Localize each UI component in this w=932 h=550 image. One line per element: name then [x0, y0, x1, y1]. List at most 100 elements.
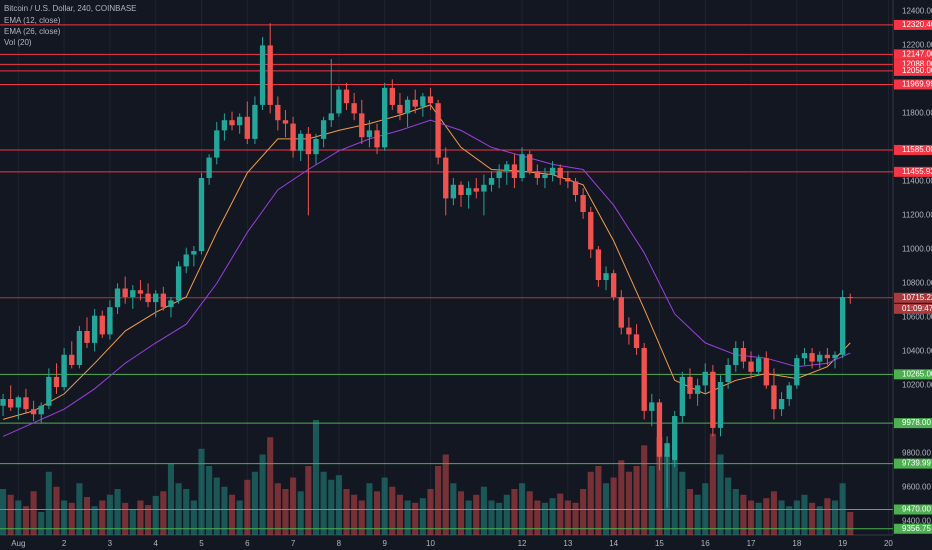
- volume-bar: [641, 445, 648, 535]
- y-tick-label: 10400.00: [902, 347, 932, 356]
- volume-bar: [496, 502, 503, 535]
- candle-body: [244, 116, 250, 139]
- candle-body: [145, 293, 151, 303]
- candle-body: [763, 358, 769, 386]
- volume-bar: [83, 497, 91, 535]
- x-tick-label: 5: [199, 539, 204, 548]
- ema-line: [2, 119, 851, 437]
- candle-body: [580, 194, 586, 212]
- volume-bar: [190, 500, 197, 535]
- volume-bar: [236, 500, 243, 535]
- candle-body: [435, 103, 441, 158]
- volume-bar: [580, 489, 587, 535]
- level-label: 11969.99: [902, 80, 932, 89]
- candle-body: [450, 184, 457, 199]
- volume-bar: [778, 500, 785, 535]
- candle-body: [420, 96, 426, 107]
- level-label: 12147.00: [902, 50, 932, 59]
- volume-bar: [328, 479, 335, 535]
- x-tick-label: 15: [655, 539, 664, 548]
- candle-body: [305, 133, 312, 155]
- level-label-box: [894, 19, 932, 30]
- candle-body: [733, 347, 739, 365]
- y-tick-label: 11800.00: [902, 109, 932, 118]
- volume-bar: [526, 491, 533, 535]
- candle-body: [206, 157, 212, 178]
- legend: Bitcoin / U.S. Dollar, 240, COINBASE EMA …: [4, 4, 137, 47]
- y-tick-label: 10200.00: [902, 381, 932, 390]
- x-tick-label: 4: [153, 539, 158, 548]
- volume-bar: [244, 479, 251, 535]
- volume-bar: [152, 495, 159, 535]
- candle-body: [603, 273, 609, 280]
- y-tick-label: 9800.00: [902, 449, 931, 458]
- x-tick-label: 12: [518, 539, 527, 548]
- candle-body: [336, 89, 342, 114]
- volume-bar: [541, 502, 549, 535]
- volume-bar: [587, 471, 594, 535]
- candle-body: [481, 184, 487, 192]
- level-label-box: [894, 504, 932, 515]
- candle-body: [69, 354, 75, 365]
- candle-body: [610, 273, 617, 297]
- level-label: 12320.40: [902, 20, 932, 29]
- candle-body: [473, 188, 479, 192]
- level-label-box: [894, 79, 932, 90]
- volume-bar: [740, 494, 747, 535]
- volume-bar: [106, 494, 113, 535]
- y-tick-label: 12400.00: [902, 6, 932, 15]
- volume-bar: [770, 491, 777, 535]
- candle-body: [824, 354, 831, 359]
- volume-bar: [305, 466, 312, 535]
- candle-body: [76, 330, 83, 365]
- candle-body: [137, 290, 144, 294]
- x-tick-label: 8: [337, 539, 342, 548]
- x-tick-label: 17: [747, 539, 756, 548]
- candle-body: [84, 330, 90, 343]
- candle-body: [298, 133, 304, 151]
- volume-bar: [320, 471, 327, 535]
- candle-body: [565, 177, 571, 182]
- candle-body: [313, 138, 319, 155]
- candle-body: [794, 358, 800, 386]
- volume-bar: [549, 498, 556, 535]
- volume-bar: [91, 506, 98, 535]
- volume-bar: [747, 500, 755, 535]
- volume-bar: [755, 502, 762, 535]
- candle-body: [374, 130, 380, 148]
- volume-bar: [404, 500, 411, 535]
- volume-bar: [358, 500, 365, 535]
- level-label-box: [894, 59, 932, 70]
- candle-body: [679, 376, 686, 416]
- candle-body: [366, 130, 373, 138]
- volume-bar: [312, 420, 320, 535]
- candle-body: [191, 251, 197, 255]
- candle-body: [687, 376, 693, 394]
- candle-body: [0, 398, 6, 406]
- candle-body: [633, 334, 640, 348]
- candle-body: [725, 364, 731, 382]
- candle-body: [38, 405, 44, 415]
- volume-bar: [679, 471, 686, 535]
- volume-bar: [38, 512, 45, 535]
- candle-body: [343, 89, 350, 104]
- candle-body: [748, 361, 754, 372]
- candle-body: [107, 307, 113, 335]
- volume-bar: [686, 489, 694, 535]
- candle-body: [91, 315, 98, 343]
- candle-body: [626, 327, 632, 335]
- candle-body: [282, 120, 289, 124]
- level-label-box: [894, 523, 932, 534]
- x-tick-label: 16: [701, 539, 710, 548]
- y-tick-label: 11000.00: [902, 245, 932, 254]
- level-label-box: [894, 458, 932, 469]
- volume-bar: [198, 448, 205, 535]
- x-tick-label: 9: [382, 539, 387, 548]
- level-label: 11585.00: [902, 145, 932, 154]
- candle-body: [664, 443, 670, 457]
- y-tick-label: 9400.00: [902, 517, 931, 526]
- candle-body: [114, 288, 121, 308]
- candle-body: [221, 120, 228, 131]
- candle-body: [458, 184, 464, 195]
